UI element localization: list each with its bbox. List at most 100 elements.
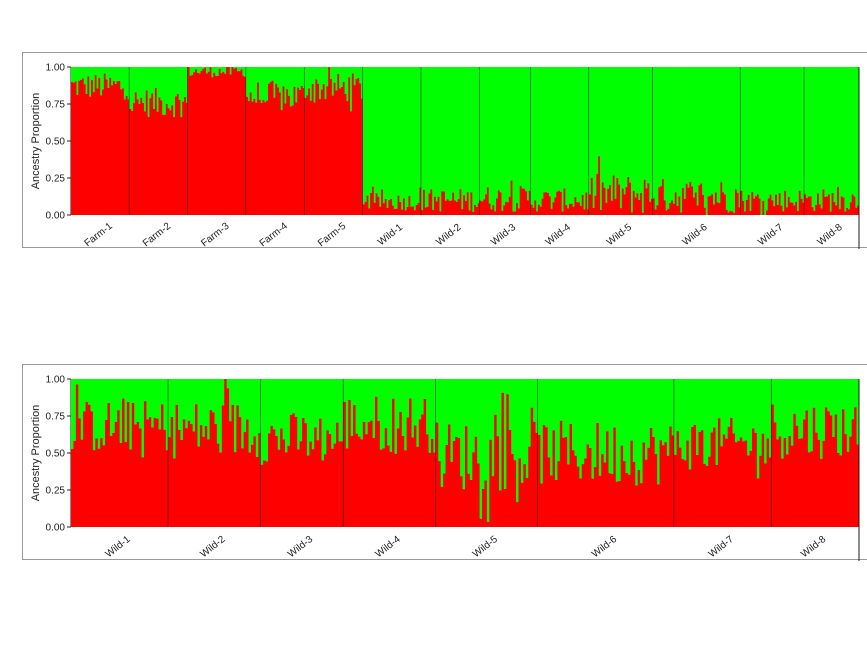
bar-cluster2-segment <box>567 379 570 465</box>
bar-cluster1-segment <box>676 431 680 527</box>
y-tick-label: 0.25 <box>46 486 66 497</box>
bar-cluster1-segment <box>143 401 147 527</box>
bar-cluster2-segment <box>483 67 486 200</box>
bar-cluster1-segment <box>775 194 778 215</box>
bar-cluster2-segment <box>589 67 592 195</box>
bar-cluster2-segment <box>255 379 259 457</box>
bar-cluster2-segment <box>122 67 125 89</box>
bar-cluster2-segment <box>851 67 854 195</box>
bar-cluster1-segment <box>715 464 719 527</box>
bar-cluster2-segment <box>550 67 553 209</box>
bar-cluster2-segment <box>786 379 789 455</box>
bar-cluster2-segment <box>811 67 814 208</box>
bar-cluster1-segment <box>83 411 86 527</box>
bar-cluster2-segment <box>185 379 189 429</box>
bar-cluster1-segment <box>107 87 110 215</box>
bar-cluster2-segment <box>335 67 338 91</box>
bar-cluster1-segment <box>275 435 279 527</box>
bar-cluster1-segment <box>229 421 232 527</box>
bar-cluster1-segment <box>136 99 139 215</box>
bar-cluster2-segment <box>95 379 99 439</box>
bar-cluster2-segment <box>396 379 400 429</box>
bar-cluster1-segment <box>607 188 610 215</box>
bar-cluster2-segment <box>832 379 836 437</box>
bar-cluster1-segment <box>547 457 551 527</box>
bar-cluster1-segment <box>282 86 285 215</box>
bar-cluster2-segment <box>554 379 558 481</box>
bar-cluster1-segment <box>740 190 743 215</box>
bar-cluster2-segment <box>317 67 320 84</box>
bar-cluster1-segment <box>765 210 769 215</box>
bar-cluster2-segment <box>829 67 833 212</box>
bar-cluster2-segment <box>667 67 670 209</box>
bar-cluster2-segment <box>762 67 765 201</box>
y-tick-label: 1.00 <box>46 375 66 386</box>
bar-cluster2-segment <box>616 67 619 178</box>
bar-cluster1-segment <box>289 106 293 215</box>
bar-cluster1-segment <box>260 102 263 215</box>
bar-cluster1-segment <box>637 470 641 527</box>
bar-cluster1-segment <box>663 200 667 215</box>
bar-cluster2-segment <box>658 67 661 188</box>
bar-cluster2-segment <box>590 67 594 178</box>
bar-cluster2-segment <box>598 67 601 157</box>
bar-cluster2-segment <box>647 67 650 184</box>
bar-cluster1-segment <box>534 200 537 215</box>
bar-cluster1-segment <box>326 86 329 215</box>
bar-cluster2-segment <box>120 67 123 90</box>
bar-cluster2-segment <box>246 67 249 97</box>
bar-cluster1-segment <box>615 481 619 527</box>
bar-cluster2-segment <box>83 67 86 85</box>
bar-cluster1-segment <box>693 424 697 527</box>
bar-cluster2-segment <box>592 67 595 208</box>
bar-cluster1-segment <box>572 450 575 527</box>
bar-cluster2-segment <box>85 379 89 402</box>
bar-cluster2-segment <box>343 379 347 402</box>
bar-cluster2-segment <box>316 379 320 441</box>
bar-cluster1-segment <box>165 450 169 527</box>
bar-cluster2-segment <box>74 67 77 82</box>
bar-cluster1-segment <box>233 452 237 527</box>
bar-cluster2-segment <box>641 67 645 213</box>
bar-cluster2-segment <box>672 67 676 204</box>
bar-cluster1-segment <box>734 442 738 527</box>
bar-cluster1-segment <box>438 461 442 527</box>
bar-cluster2-segment <box>138 67 141 105</box>
bar-cluster2-segment <box>428 379 432 453</box>
bar-cluster2-segment <box>489 379 493 440</box>
bar-cluster2-segment <box>282 379 286 440</box>
bar-cluster1-segment <box>708 456 712 527</box>
bar-cluster2-segment <box>184 67 187 98</box>
bar-cluster2-segment <box>266 67 269 101</box>
bar-cluster2-segment <box>693 379 697 425</box>
bar-cluster1-segment <box>387 445 391 527</box>
bar-cluster2-segment <box>238 67 242 72</box>
bar-cluster2-segment <box>643 67 646 180</box>
bar-cluster2-segment <box>192 379 196 432</box>
bar-cluster2-segment <box>193 67 196 73</box>
bar-cluster2-segment <box>180 67 183 118</box>
bar-cluster2-segment <box>564 379 568 437</box>
bar-cluster2-segment <box>506 67 510 203</box>
bar-cluster2-segment <box>738 67 741 208</box>
bar-cluster2-segment <box>539 67 543 207</box>
bar-cluster1-segment <box>528 446 532 527</box>
bar-cluster2-segment <box>827 379 831 412</box>
bar-cluster1-segment <box>567 464 570 527</box>
bar-cluster1-segment <box>339 88 342 215</box>
bar-cluster1-segment <box>375 396 378 527</box>
bar-cluster2-segment <box>444 67 448 201</box>
bar-cluster1-segment <box>351 73 355 215</box>
bar-cluster2-segment <box>747 67 750 195</box>
bar-cluster2-segment <box>778 379 782 437</box>
bar-cluster1-segment <box>688 469 692 527</box>
bar-cluster1-segment <box>226 67 229 215</box>
bar-cluster2-segment <box>468 67 471 211</box>
bar-cluster1-segment <box>209 410 213 527</box>
bar-cluster1-segment <box>786 207 789 215</box>
bar-cluster2-segment <box>294 379 298 417</box>
bar-cluster1-segment <box>771 200 774 215</box>
bar-cluster1-segment <box>651 198 654 215</box>
bar-cluster1-segment <box>698 431 702 527</box>
bar-cluster1-segment <box>771 404 775 527</box>
